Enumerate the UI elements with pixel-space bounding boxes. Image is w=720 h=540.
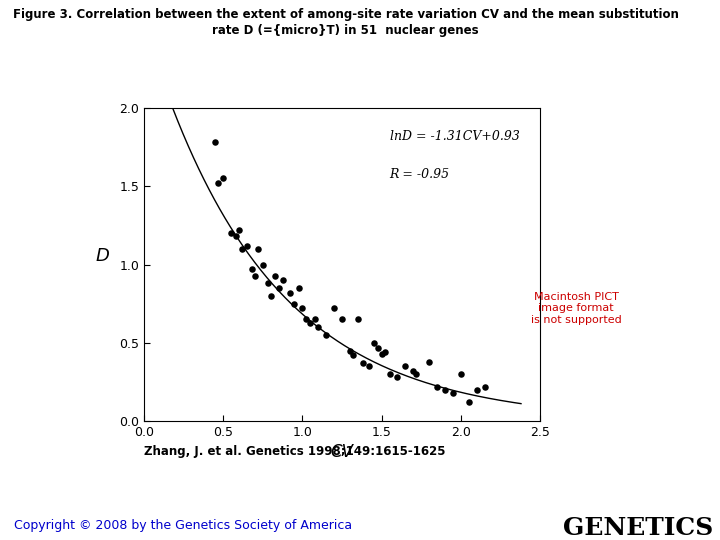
Point (230, 232, 242, 241)
Point (225, 229, 237, 238)
Point (241, 241, 253, 250)
Text: R = -0.95: R = -0.95 (390, 167, 450, 180)
Y-axis label: D: D (96, 247, 109, 265)
Text: Macintosh PICT
image format
is not supported: Macintosh PICT image format is not suppo… (531, 292, 621, 325)
Point (479, 382, 490, 391)
Point (246, 265, 258, 274)
Point (368, 339, 379, 347)
Point (336, 315, 348, 324)
Point (384, 370, 395, 379)
Point (447, 389, 459, 397)
Point (312, 323, 324, 332)
Point (471, 386, 482, 394)
Text: lnD = -1.31CV+0.93: lnD = -1.31CV+0.93 (390, 130, 519, 143)
Point (320, 330, 332, 340)
Point (284, 288, 295, 297)
Text: Zhang, J. et al. Genetics 1998;149:1615-1625: Zhang, J. et al. Genetics 1998;149:1615-… (144, 446, 446, 458)
Text: Figure 3. Correlation between the extent of among-site rate variation CV and the: Figure 3. Correlation between the extent… (13, 8, 678, 21)
Point (455, 370, 467, 379)
Point (357, 359, 369, 368)
Point (463, 398, 474, 407)
Point (379, 348, 390, 356)
Point (400, 362, 411, 370)
Point (408, 367, 419, 375)
Text: rate D (={micro}T) in 51  nuclear genes: rate D (={micro}T) in 51 nuclear genes (212, 24, 479, 37)
Point (439, 386, 451, 394)
Point (305, 318, 316, 327)
Point (344, 347, 356, 355)
Point (289, 299, 300, 308)
Point (363, 362, 374, 370)
Text: GENETICS: GENETICS (562, 516, 713, 539)
X-axis label: CV: CV (330, 443, 354, 461)
Point (252, 245, 264, 253)
Point (249, 271, 261, 280)
Point (270, 271, 282, 280)
Point (212, 179, 224, 187)
Point (233, 226, 245, 234)
Point (392, 373, 403, 382)
Text: Copyright © 2008 by the Genetics Society of America: Copyright © 2008 by the Genetics Society… (14, 519, 353, 532)
Point (278, 276, 289, 285)
Point (328, 304, 340, 313)
Point (210, 138, 221, 147)
Point (217, 174, 229, 183)
Point (294, 284, 305, 293)
Point (347, 351, 359, 360)
Point (273, 284, 284, 293)
Point (352, 315, 364, 324)
Point (297, 304, 308, 313)
Point (310, 315, 321, 324)
Point (236, 245, 248, 253)
Point (265, 292, 276, 300)
Point (431, 382, 443, 391)
Point (300, 315, 311, 324)
Point (373, 343, 384, 352)
Point (376, 349, 387, 358)
Point (410, 370, 422, 379)
Point (423, 357, 435, 366)
Point (262, 279, 274, 288)
Point (257, 260, 269, 269)
